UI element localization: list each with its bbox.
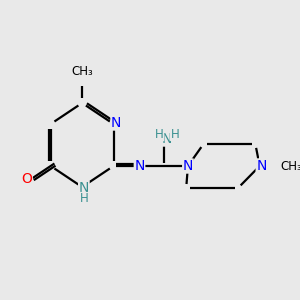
- Text: O: O: [21, 172, 32, 186]
- Text: N: N: [79, 181, 89, 195]
- Text: N: N: [256, 159, 267, 173]
- Text: N: N: [111, 116, 122, 130]
- Text: N: N: [162, 132, 172, 146]
- Text: CH₃: CH₃: [280, 160, 300, 172]
- Text: N: N: [134, 159, 145, 173]
- Text: N: N: [183, 159, 193, 173]
- Text: H: H: [155, 128, 164, 140]
- Text: H: H: [171, 128, 179, 140]
- Text: CH₃: CH₃: [71, 65, 93, 78]
- Text: H: H: [80, 193, 88, 206]
